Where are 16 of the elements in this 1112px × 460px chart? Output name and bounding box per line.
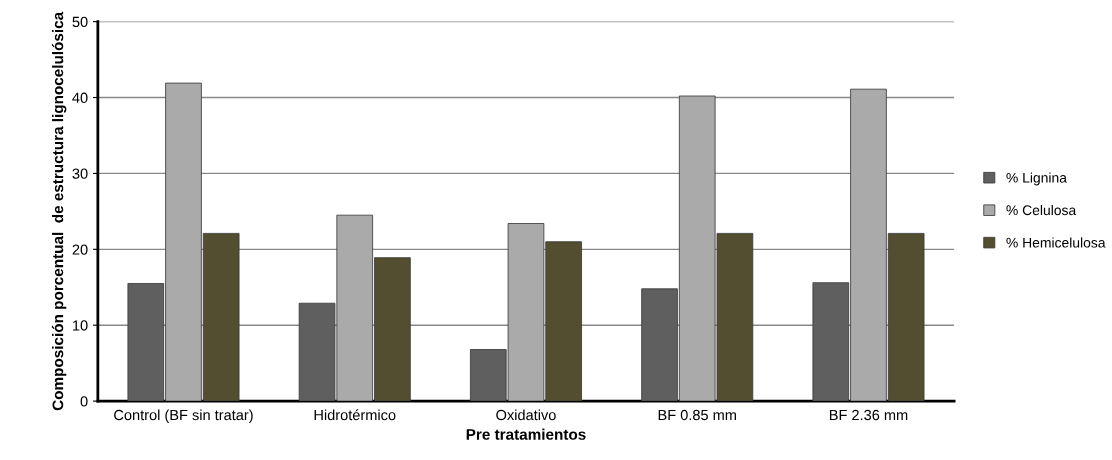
x-tick-label: Control (BF sin tratar) (114, 409, 253, 424)
x-tick-label: BF 0.85 mm (658, 409, 736, 421)
x-tick-label: Hidrotérmico (314, 409, 396, 421)
y-tick-label: 50 (72, 16, 88, 28)
y-tick-label: 10 (73, 320, 88, 331)
legend-label: % Lignina (1006, 172, 1067, 186)
y-tick-label: 0 (80, 396, 88, 407)
y-axis-title: Composición porcentual de estructura lignocelulósica (51, 11, 67, 411)
y-tick-label: 20 (72, 244, 88, 255)
legend-label: % Hemicelulosa (1006, 237, 1106, 248)
y-tick-label: 30 (72, 168, 88, 179)
x-tick-label: Oxidativo (496, 409, 556, 421)
y-tick-label: 40 (72, 92, 88, 103)
x-tick-label: BF 2.36 mm (829, 409, 908, 421)
x-axis-title: Pre tratamientos (466, 428, 586, 440)
legend-label: % Celulosa (1006, 204, 1077, 216)
